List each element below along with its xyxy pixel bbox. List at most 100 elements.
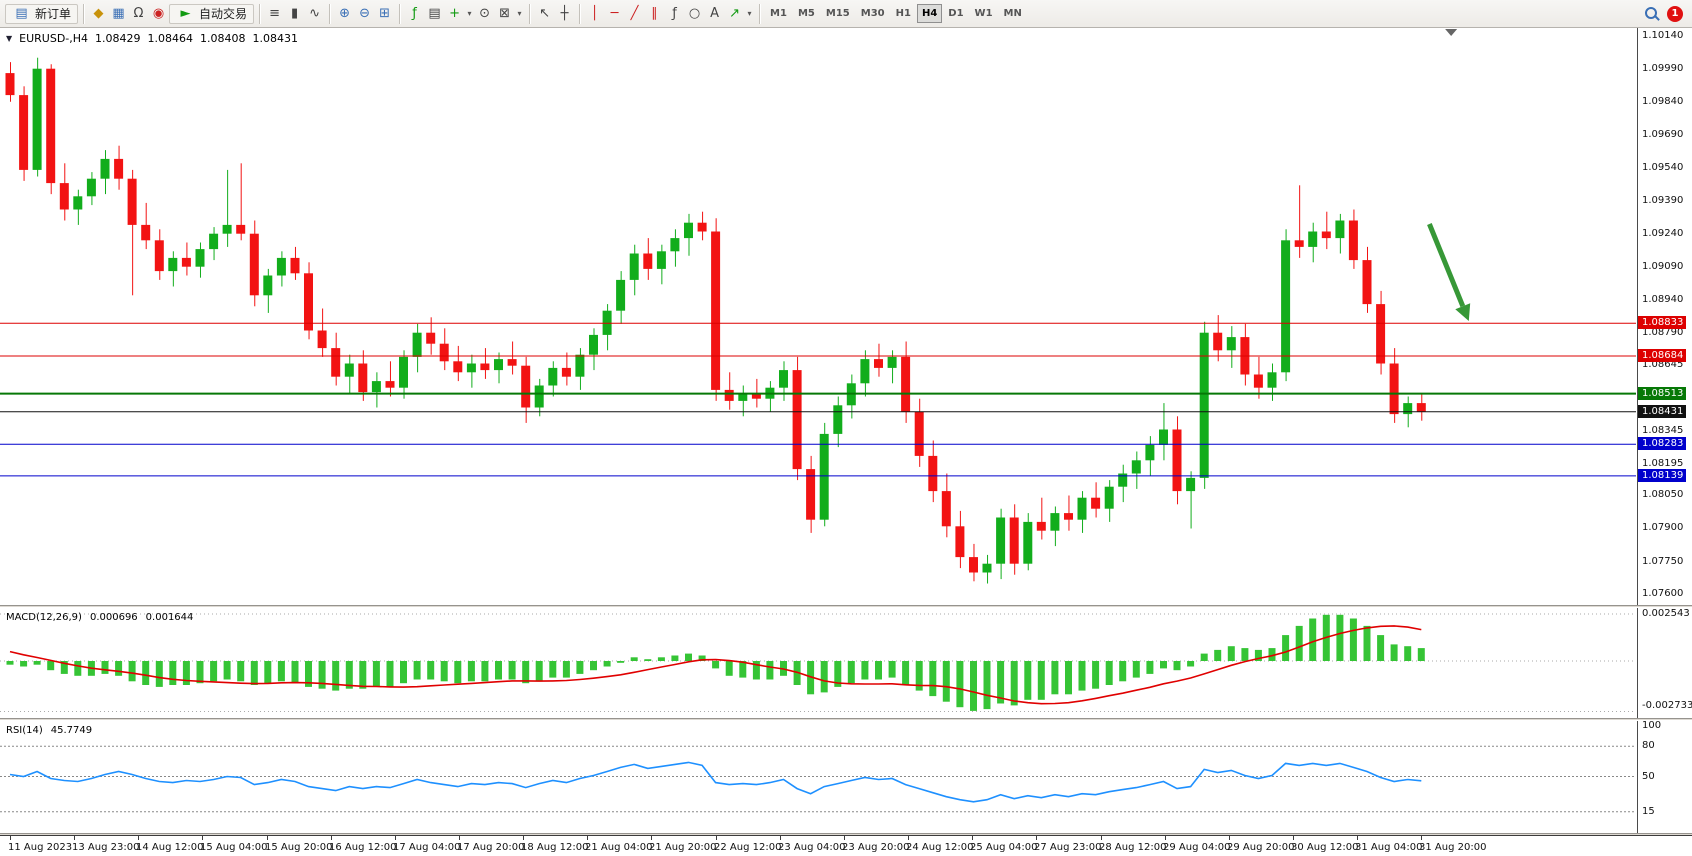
trendline-icon[interactable]: ╱ — [630, 5, 639, 21]
shapes-icon[interactable]: ○ — [688, 5, 701, 21]
time-tick — [331, 836, 332, 840]
price-tick-label: 1.08645 — [1642, 359, 1684, 370]
trophy-icon[interactable]: ◆ — [93, 5, 104, 21]
phone-icon[interactable]: ◉ — [152, 5, 165, 21]
price-tick-label: 1.08940 — [1642, 294, 1684, 305]
time-label: 28 Aug 12:00 — [1099, 842, 1167, 853]
timeframe-button-m5[interactable]: M5 — [797, 8, 815, 19]
time-tick — [780, 836, 781, 840]
crosshair-icon[interactable]: ┼ — [560, 5, 569, 21]
time-label: 17 Aug 20:00 — [457, 842, 525, 853]
autotrading-play-icon: ► — [180, 5, 191, 21]
price-tick-label: 1.09540 — [1642, 162, 1684, 173]
candlestick-chart-icon[interactable]: ▮ — [290, 5, 299, 21]
main-price-panel[interactable] — [0, 28, 1636, 605]
search-icon[interactable] — [1643, 5, 1660, 22]
time-label: 24 Aug 12:00 — [906, 842, 974, 853]
macd-panel[interactable] — [0, 608, 1636, 718]
line-chart-icon[interactable]: ∿ — [309, 5, 320, 21]
mail-icon[interactable]: ⊠ — [499, 5, 510, 21]
time-label: 21 Aug 04:00 — [585, 842, 653, 853]
toolbar-separator — [83, 3, 85, 24]
ohlc-open: 1.08429 — [95, 32, 141, 45]
time-label: 29 Aug 04:00 — [1163, 842, 1231, 853]
arrows-tool-icon[interactable]: ↗ — [729, 5, 740, 21]
time-tick — [10, 836, 11, 840]
fibonacci-icon[interactable]: ƒ — [672, 5, 677, 21]
ohlc-high: 1.08464 — [147, 32, 194, 45]
time-tick — [138, 836, 139, 840]
price-level-badge: 1.08833 — [1638, 316, 1687, 329]
time-label: 15 Aug 04:00 — [200, 842, 268, 853]
new-order-button[interactable]: ▤ 新订单 — [5, 3, 79, 24]
time-tick — [1421, 836, 1422, 840]
macd-signal-line — [9, 625, 1422, 705]
chart-collapse-icon[interactable]: ▼ — [6, 34, 13, 43]
chart-shift-marker[interactable] — [1445, 29, 1458, 36]
toolbar-separator — [399, 3, 401, 24]
macd-signal-value: 0.001644 — [145, 612, 194, 623]
timeframe-button-m30[interactable]: M30 — [860, 8, 885, 19]
autotrading-button[interactable]: ► 自动交易 — [169, 3, 255, 24]
macd-label: MACD(12,26,9) — [6, 612, 82, 623]
panel-splitter[interactable] — [0, 718, 1692, 721]
level-lines[interactable] — [0, 322, 1636, 477]
time-tick — [202, 836, 203, 840]
clock-icon[interactable]: ⊙ — [479, 5, 490, 21]
notification-badge[interactable]: 1 — [1667, 5, 1683, 22]
horizontal-line-icon[interactable]: ─ — [610, 5, 619, 21]
price-level-badge: 1.08283 — [1638, 437, 1687, 450]
zoom-in-icon[interactable]: ⊕ — [339, 5, 350, 21]
indicators-icon[interactable]: ƒ — [412, 5, 417, 21]
zoom-out-icon[interactable]: ⊖ — [359, 5, 370, 21]
panel-splitter[interactable] — [0, 605, 1692, 608]
timeframe-button-m1[interactable]: M1 — [770, 8, 787, 19]
timeframe-button-w1[interactable]: W1 — [974, 8, 993, 19]
rsi-scale-label: 100 — [1642, 720, 1662, 731]
rsi-value: 45.7749 — [50, 725, 93, 736]
time-label: 23 Aug 04:00 — [778, 842, 846, 853]
mail-dropdown-icon[interactable]: ▾ — [517, 8, 522, 18]
time-label: 11 Aug 2023 — [8, 842, 73, 853]
time-tick — [1165, 836, 1166, 840]
cursor-icon[interactable]: ↖ — [539, 5, 550, 21]
toolbar-separator — [259, 3, 261, 24]
headset-icon[interactable]: Ω — [133, 5, 144, 21]
price-tick-label: 1.09240 — [1642, 228, 1684, 239]
indicator-list-icon[interactable]: ▤ — [428, 5, 441, 21]
charts-window-icon[interactable]: ▦ — [112, 5, 125, 21]
channel-icon[interactable]: ∥ — [651, 5, 658, 21]
timeframe-button-h4[interactable]: H4 — [916, 4, 943, 23]
timeframe-button-m15[interactable]: M15 — [825, 8, 850, 19]
indicator-dropdown-icon[interactable]: ▾ — [467, 8, 472, 18]
time-tick — [587, 836, 588, 840]
price-axis[interactable]: 1.10140 1.09990 1.09840 1.09690 1.09540 1.093… — [1637, 28, 1692, 835]
price-tick-label: 1.08790 — [1642, 327, 1684, 338]
time-label: 17 Aug 04:00 — [393, 842, 461, 853]
timeframe-button-mn[interactable]: MN — [1003, 8, 1022, 19]
timeframe-button-h1[interactable]: H1 — [895, 8, 911, 19]
toolbar: ▤ 新订单 ◆ ▦ Ω ◉ ► 自动交易 ≡ ▮ ∿ ⊕ ⊖ ⊞ ƒ ▤ + ▾… — [0, 0, 1692, 28]
vertical-line-icon[interactable]: │ — [590, 5, 599, 21]
rsi-label: RSI(14) — [6, 725, 43, 736]
macd-histogram — [6, 614, 1425, 711]
tile-windows-icon[interactable]: ⊞ — [379, 5, 390, 21]
timeframe-group: M1 M5 M15 M30 H1 H4 D1 W1 MN — [765, 4, 1027, 23]
price-tick-label: 1.07900 — [1642, 522, 1684, 533]
time-axis[interactable]: 11 Aug 2023 13 Aug 23:00 14 Aug 12:00 15 Au… — [0, 835, 1692, 856]
rsi-panel[interactable] — [0, 721, 1636, 833]
rsi-scale-label: 15 — [1642, 806, 1655, 817]
objects-dropdown-icon[interactable]: ▾ — [747, 8, 752, 18]
new-order-label: 新订单 — [35, 7, 72, 21]
time-tick — [651, 836, 652, 840]
time-label: 22 Aug 12:00 — [714, 842, 782, 853]
time-label: 31 Aug 04:00 — [1355, 842, 1423, 853]
timeframe-button-d1[interactable]: D1 — [948, 8, 964, 19]
macd-header: MACD(12,26,9) 0.000696 0.001644 — [6, 612, 193, 623]
time-label: 21 Aug 20:00 — [649, 842, 717, 853]
add-indicator-icon[interactable]: + — [449, 5, 460, 21]
price-tick-label: 1.09390 — [1642, 195, 1684, 206]
trend-arrow[interactable] — [1427, 223, 1466, 308]
text-icon[interactable]: A — [710, 5, 719, 21]
bar-chart-icon[interactable]: ≡ — [269, 5, 280, 21]
